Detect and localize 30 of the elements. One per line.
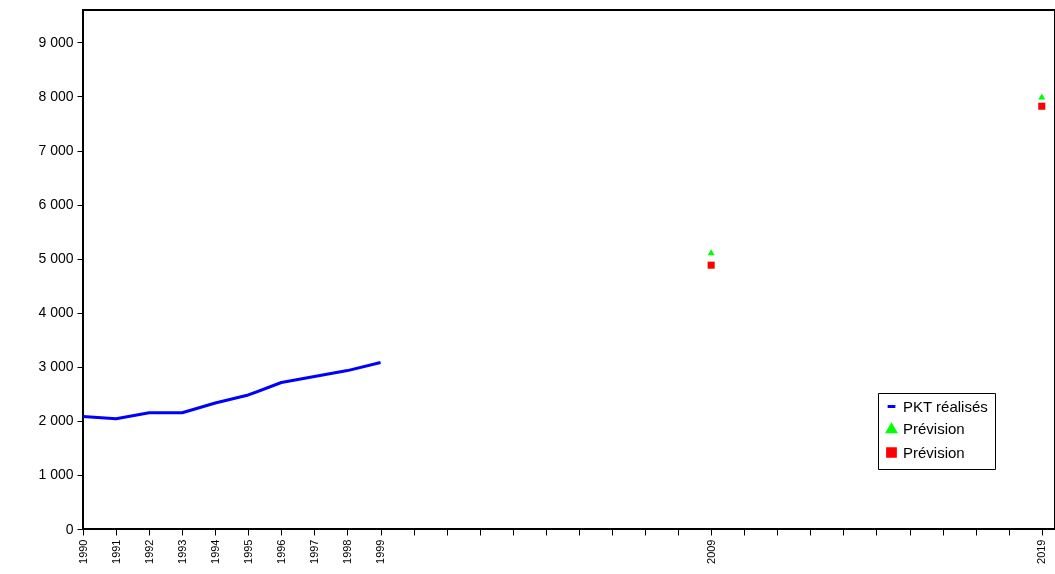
y-tick-label: 6 000 bbox=[38, 196, 74, 213]
legend-label: Prévision bbox=[903, 419, 965, 437]
y-tick-label: 7 000 bbox=[38, 142, 74, 159]
point bbox=[1038, 93, 1046, 100]
x-tick-label: 1996 bbox=[274, 539, 287, 564]
y-tick-label: 2 000 bbox=[38, 412, 74, 429]
x-tick-label: 1994 bbox=[208, 539, 221, 564]
legend-label: Prévision bbox=[903, 443, 965, 461]
x-tick-label: 2019 bbox=[1035, 539, 1048, 564]
x-tick-label: 1999 bbox=[374, 539, 387, 564]
legend-label: PKT réalisés bbox=[903, 397, 988, 415]
y-tick-label: 1 000 bbox=[38, 466, 74, 483]
x-tick-label: 1997 bbox=[307, 539, 320, 564]
point bbox=[707, 261, 715, 269]
y-tick-label: 8 000 bbox=[38, 88, 74, 104]
y-tick-label: 4 000 bbox=[38, 304, 74, 321]
x-tick-label: 1992 bbox=[142, 539, 155, 564]
x-tick-label: 1991 bbox=[109, 539, 122, 564]
y-tick-label: 9 000 bbox=[38, 33, 74, 50]
x-tick-label: 1995 bbox=[241, 539, 254, 564]
y-tick-label: 3 000 bbox=[38, 358, 74, 375]
x-tick-label: 1990 bbox=[76, 539, 89, 564]
line-series bbox=[81, 360, 383, 421]
x-tick-label: 1998 bbox=[340, 539, 353, 564]
y-tick-label: 5 000 bbox=[38, 250, 74, 267]
point bbox=[707, 249, 715, 256]
x-tick-label: 2009 bbox=[704, 539, 717, 564]
y-tick-label: 0 bbox=[65, 520, 74, 537]
x-tick-label: 1993 bbox=[175, 539, 188, 564]
point bbox=[1038, 102, 1046, 110]
